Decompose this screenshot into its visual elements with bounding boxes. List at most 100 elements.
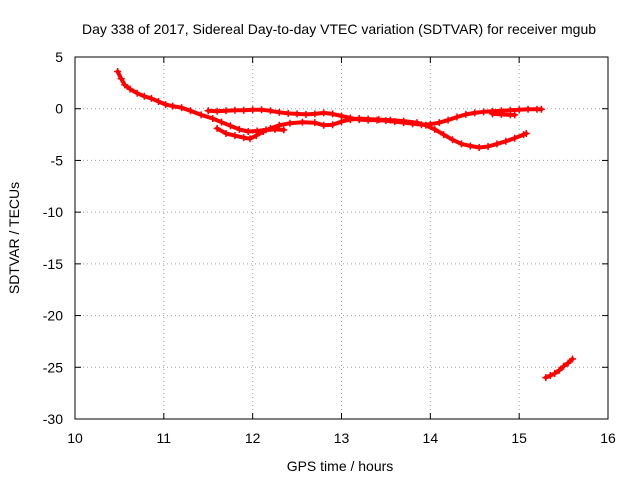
data-point [117,75,125,83]
data-point [162,101,170,109]
data-point [240,134,248,142]
data-point [286,119,294,127]
data-points [114,67,576,382]
x-tick-label: 15 [511,430,527,446]
data-point [329,110,337,118]
data-point [426,120,434,128]
data-point [235,125,243,133]
data-point [114,67,122,75]
series-trace [115,69,286,134]
y-tick-label: -25 [43,359,63,375]
data-point [502,137,510,145]
data-point [542,374,550,382]
data-point [186,107,194,115]
data-point [249,106,257,114]
data-point [266,107,274,115]
data-point [489,110,497,118]
data-point [346,114,354,122]
data-point [218,118,226,126]
y-tick-label: 5 [55,49,63,65]
x-tick-label: 10 [67,430,83,446]
data-point [417,121,425,129]
data-point [231,132,239,140]
x-axis-label: GPS time / hours [287,458,394,474]
y-tick-label: -20 [43,308,63,324]
data-point [493,140,501,148]
data-point [169,102,177,110]
data-point [457,140,465,148]
data-point [240,106,248,114]
data-point [373,116,381,124]
data-point [435,119,443,127]
data-point [284,109,292,117]
data-point [259,127,267,135]
data-point [209,115,217,123]
data-point [537,105,545,113]
data-point [226,122,234,130]
data-point [311,110,319,118]
data-point [126,85,134,93]
data-point [244,127,252,135]
data-point [515,106,523,114]
x-tick-label: 16 [600,430,616,446]
data-point [133,89,141,97]
data-point [213,124,221,132]
data-point [231,106,239,114]
data-point [511,111,519,119]
data-point [453,113,461,121]
data-point [311,119,319,127]
data-point [431,125,439,133]
data-point [484,142,492,150]
x-tick-label: 14 [423,430,439,446]
data-point [155,97,163,105]
x-tick-label: 13 [334,430,350,446]
data-point [440,131,448,139]
data-point [197,111,205,119]
data-point [298,118,306,126]
x-tick-label: 12 [245,430,261,446]
data-point [178,104,186,112]
data-point [355,116,363,124]
data-point [222,130,230,138]
data-point [560,362,568,370]
y-tick-label: -15 [43,256,63,272]
data-point [511,134,519,142]
data-point [320,121,328,129]
data-point [302,110,310,118]
data-point [444,116,452,124]
axis-ticks: 10 11 12 13 14 15 16 5 0 -5 -10 -15 -20 -25 -30 [43,49,616,446]
data-point [213,107,221,115]
data-point [364,116,372,124]
data-point [140,92,148,100]
data-point [497,110,505,118]
data-point [252,132,260,140]
y-axis-label: SDTVAR / TECUs [6,182,22,294]
data-point [568,355,576,363]
data-point [275,121,283,129]
data-point [555,366,563,374]
data-point [258,106,266,114]
data-point [522,130,530,138]
data-point [462,110,470,118]
data-point [204,107,212,115]
data-point [480,108,488,116]
data-point [338,112,345,120]
data-point [320,109,328,117]
data-point [400,119,408,127]
data-point [409,120,417,128]
data-point [475,144,483,151]
data-point [391,118,399,126]
data-point [546,372,554,380]
data-point [471,109,479,117]
data-point [147,94,155,102]
data-point [466,142,474,150]
y-tick-label: -5 [51,152,64,168]
data-point [222,107,230,115]
y-tick-label: -30 [43,411,63,427]
data-point [293,110,301,118]
data-point [449,136,457,144]
chart-title: Day 338 of 2017, Sidereal Day-to-day VTE… [82,21,596,37]
data-point [275,108,283,116]
data-point [246,135,254,143]
